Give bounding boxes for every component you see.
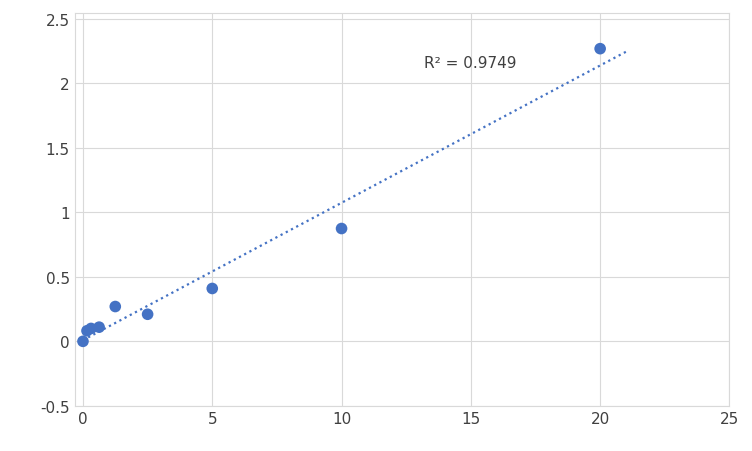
Point (594, 46, 606, 53)
Point (335, 226, 347, 233)
Point (141, 311, 153, 318)
Point (85, 325, 97, 332)
Point (109, 303, 121, 310)
Point (77, 338, 89, 345)
Point (206, 285, 218, 292)
Point (93, 324, 105, 331)
Point (81, 327, 93, 335)
Text: R² = 0.9749: R² = 0.9749 (424, 55, 517, 70)
